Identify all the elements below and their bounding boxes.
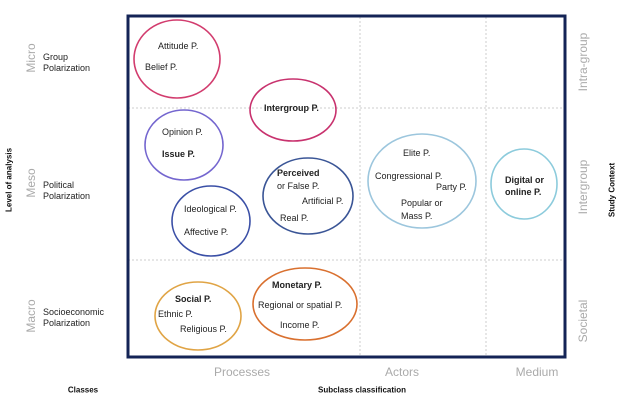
label-real: Real P.	[280, 213, 309, 223]
label-congressional: Congressional P.	[375, 171, 443, 181]
level-micro: Micro	[24, 43, 38, 73]
subclass-medium: Medium	[515, 365, 559, 379]
context-intergroup: Intergroup	[576, 159, 590, 215]
cluster-monetary	[252, 267, 358, 341]
label-false: or False P.	[277, 181, 320, 191]
level-meso: Meso	[24, 168, 38, 198]
label-belief: Belief P.	[145, 62, 178, 72]
subclass-actors: Actors	[384, 365, 420, 379]
label-digital: Digital or	[505, 175, 545, 185]
left-axis-title: Level of analysis	[4, 147, 14, 213]
right-axis-title: Study Context	[607, 162, 617, 218]
cluster-ideological	[171, 185, 251, 257]
label-ideological: Ideological P.	[184, 204, 237, 214]
label-artificial: Artificial P.	[302, 196, 344, 206]
context-intra-group: Intra-group	[576, 32, 590, 92]
label-elite: Elite P.	[403, 148, 431, 158]
context-societal: Societal	[576, 299, 590, 343]
label-social: Social P.	[175, 294, 212, 304]
cluster-perceived	[262, 157, 354, 235]
bottom-axis-title: Subclass classification	[317, 385, 407, 395]
subclass-processes: Processes	[213, 365, 271, 379]
label-perceived: Perceived	[277, 168, 320, 178]
frame	[126, 14, 567, 359]
label-intergroup: Intergroup P.	[264, 103, 319, 113]
cluster-attitude	[133, 19, 221, 99]
label-attitude: Attitude P.	[158, 41, 199, 51]
label-ethnic: Ethnic P.	[158, 309, 193, 319]
label-party: Party P.	[436, 182, 467, 192]
cluster-social	[154, 281, 242, 351]
label-monetary: Monetary P.	[272, 280, 322, 290]
cluster-digital	[490, 148, 558, 220]
cluster-elite	[367, 133, 477, 229]
label-income: Income P.	[280, 320, 320, 330]
label-regional: Regional or spatial P.	[258, 300, 343, 310]
label-online: online P.	[505, 187, 542, 197]
label-religious: Religious P.	[180, 324, 227, 334]
cluster-intergroup	[249, 78, 337, 142]
label-mass: Mass P.	[401, 211, 433, 221]
label-popular: Popular or	[401, 198, 443, 208]
label-issue: Issue P.	[162, 149, 195, 159]
label-opinion: Opinion P.	[162, 127, 203, 137]
classes-title: Classes	[67, 385, 99, 395]
class-socioeconomic: Socioeconomic Polarization	[43, 307, 105, 328]
class-group: Group Polarization	[43, 52, 91, 73]
class-political: Political Polarization	[43, 180, 91, 201]
cluster-opinion	[144, 109, 224, 181]
label-affective: Affective P.	[184, 227, 229, 237]
level-macro: Macro	[24, 299, 38, 333]
